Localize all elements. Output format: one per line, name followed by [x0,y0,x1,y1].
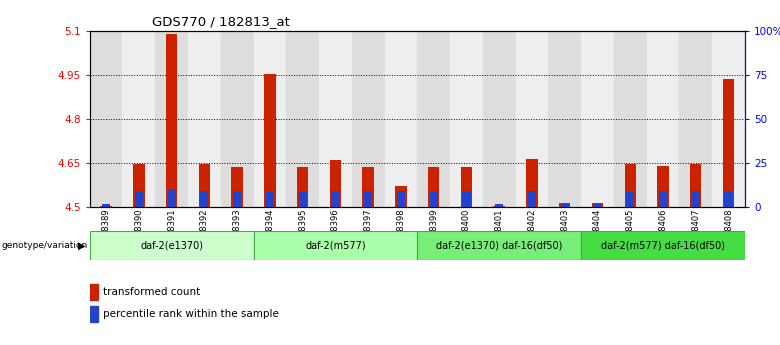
Text: daf-2(m577): daf-2(m577) [305,241,366,251]
Bar [266,191,274,207]
Bar [264,73,275,207]
Bar [286,31,319,207]
Bar [352,31,385,207]
Bar [233,191,241,207]
Bar [647,31,679,207]
Bar [299,191,307,207]
Bar [723,79,734,207]
Bar [330,160,341,207]
Bar [385,31,417,207]
Bar [166,34,177,207]
Bar [495,204,503,207]
Bar [254,231,417,260]
Bar [90,31,122,207]
Bar [559,203,570,207]
Bar [90,306,98,322]
Text: ▶: ▶ [78,241,86,251]
Bar [483,31,516,207]
Bar [363,167,374,207]
Bar [199,165,210,207]
Bar [594,204,601,207]
Bar [417,231,581,260]
Bar [516,31,548,207]
Bar [188,31,221,207]
Bar [297,167,308,207]
Bar [200,191,208,207]
Bar [168,189,176,207]
Bar [528,191,536,207]
Bar [90,284,98,299]
Bar [494,206,505,207]
Text: daf-2(m577) daf-16(df50): daf-2(m577) daf-16(df50) [601,241,725,251]
Bar [679,31,712,207]
Bar [725,191,732,207]
Bar [592,203,603,207]
Bar [254,31,286,207]
Text: genotype/variation: genotype/variation [2,241,88,250]
Bar [581,31,614,207]
Bar [692,191,700,207]
Bar [395,186,406,207]
Text: GDS770 / 182813_at: GDS770 / 182813_at [152,16,290,29]
Text: daf-2(e1370) daf-16(df50): daf-2(e1370) daf-16(df50) [436,241,562,251]
Bar [90,231,254,260]
Text: transformed count: transformed count [103,287,200,297]
Bar [659,191,667,207]
Bar [461,167,472,207]
Bar [364,191,372,207]
Text: percentile rank within the sample: percentile rank within the sample [103,309,278,319]
Bar [450,31,483,207]
Bar [102,204,110,207]
Bar [135,191,143,207]
Bar [221,31,254,207]
Bar [122,31,155,207]
Bar [561,204,569,207]
Bar [690,165,701,207]
Bar [658,166,668,207]
Bar [397,191,405,207]
Bar [614,31,647,207]
Bar [332,191,339,207]
Bar [526,159,537,207]
Bar [232,167,243,207]
Bar [417,31,450,207]
Bar [626,191,634,207]
Bar [133,165,144,207]
Bar [101,206,112,207]
Text: daf-2(e1370): daf-2(e1370) [140,241,203,251]
Bar [581,231,745,260]
Bar [428,167,439,207]
Bar [463,191,470,207]
Bar [712,31,745,207]
Bar [548,31,581,207]
Bar [430,191,438,207]
Bar [155,31,188,207]
Bar [625,165,636,207]
Bar [319,31,352,207]
